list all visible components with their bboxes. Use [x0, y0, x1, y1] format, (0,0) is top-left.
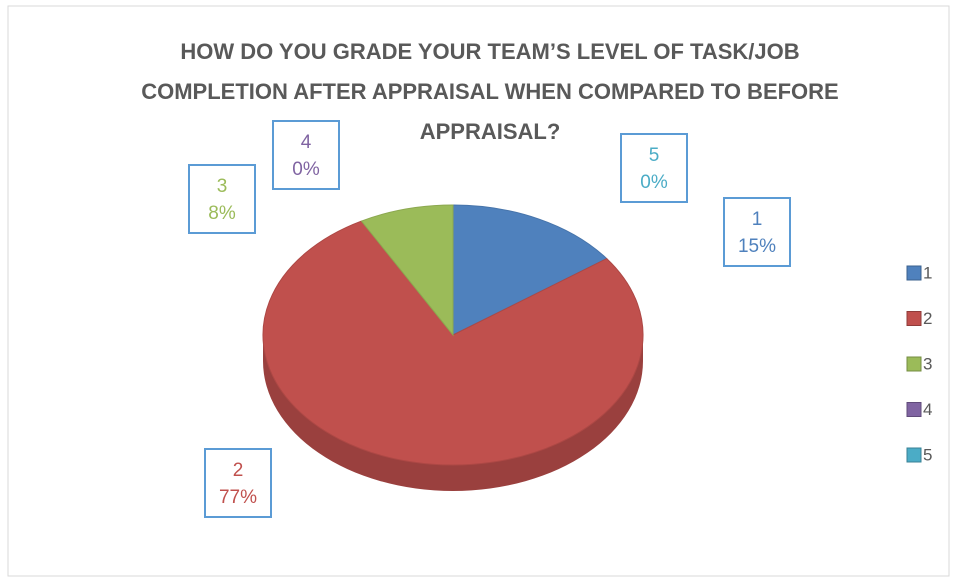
- chart-title: HOW DO YOU GRADE YOUR TEAM’S LEVEL OF TA…: [141, 39, 839, 144]
- legend-label: 1: [923, 263, 932, 282]
- data-label-value: 77%: [219, 487, 257, 508]
- data-label-box: [723, 197, 791, 267]
- legend-label: 5: [923, 445, 932, 464]
- legend-swatch: [906, 447, 922, 463]
- data-label: 277%: [204, 448, 272, 518]
- data-label-value: 0%: [640, 172, 668, 193]
- pie-slice: [360, 204, 454, 337]
- data-label-value: 0%: [292, 159, 320, 180]
- data-label-category: 3: [217, 176, 228, 197]
- data-label-category: 5: [649, 145, 660, 166]
- data-label-box: [272, 120, 340, 190]
- data-label: 40%: [272, 120, 340, 190]
- data-label: 38%: [188, 164, 256, 234]
- data-label-box: [188, 164, 256, 234]
- data-label-category: 4: [301, 132, 312, 153]
- legend-swatch: [906, 311, 922, 326]
- data-label: 115%: [723, 197, 791, 267]
- pie-slice: [262, 220, 644, 466]
- data-label-value: 15%: [738, 236, 776, 257]
- data-label-value: 8%: [208, 203, 236, 224]
- data-label-category: 1: [752, 209, 763, 230]
- data-label-box: [620, 133, 688, 203]
- legend-label: 3: [923, 354, 932, 373]
- data-label-category: 2: [233, 460, 244, 481]
- legend-swatch: [906, 356, 922, 372]
- legend-label: 4: [923, 400, 932, 419]
- data-label: 50%: [620, 133, 688, 203]
- data-label-box: [204, 448, 272, 518]
- legend-swatch: [906, 265, 922, 281]
- pie-side: [263, 335, 643, 491]
- pie-slice: [452, 204, 608, 336]
- legend-label: 2: [923, 309, 932, 328]
- legend-swatch: [906, 402, 922, 417]
